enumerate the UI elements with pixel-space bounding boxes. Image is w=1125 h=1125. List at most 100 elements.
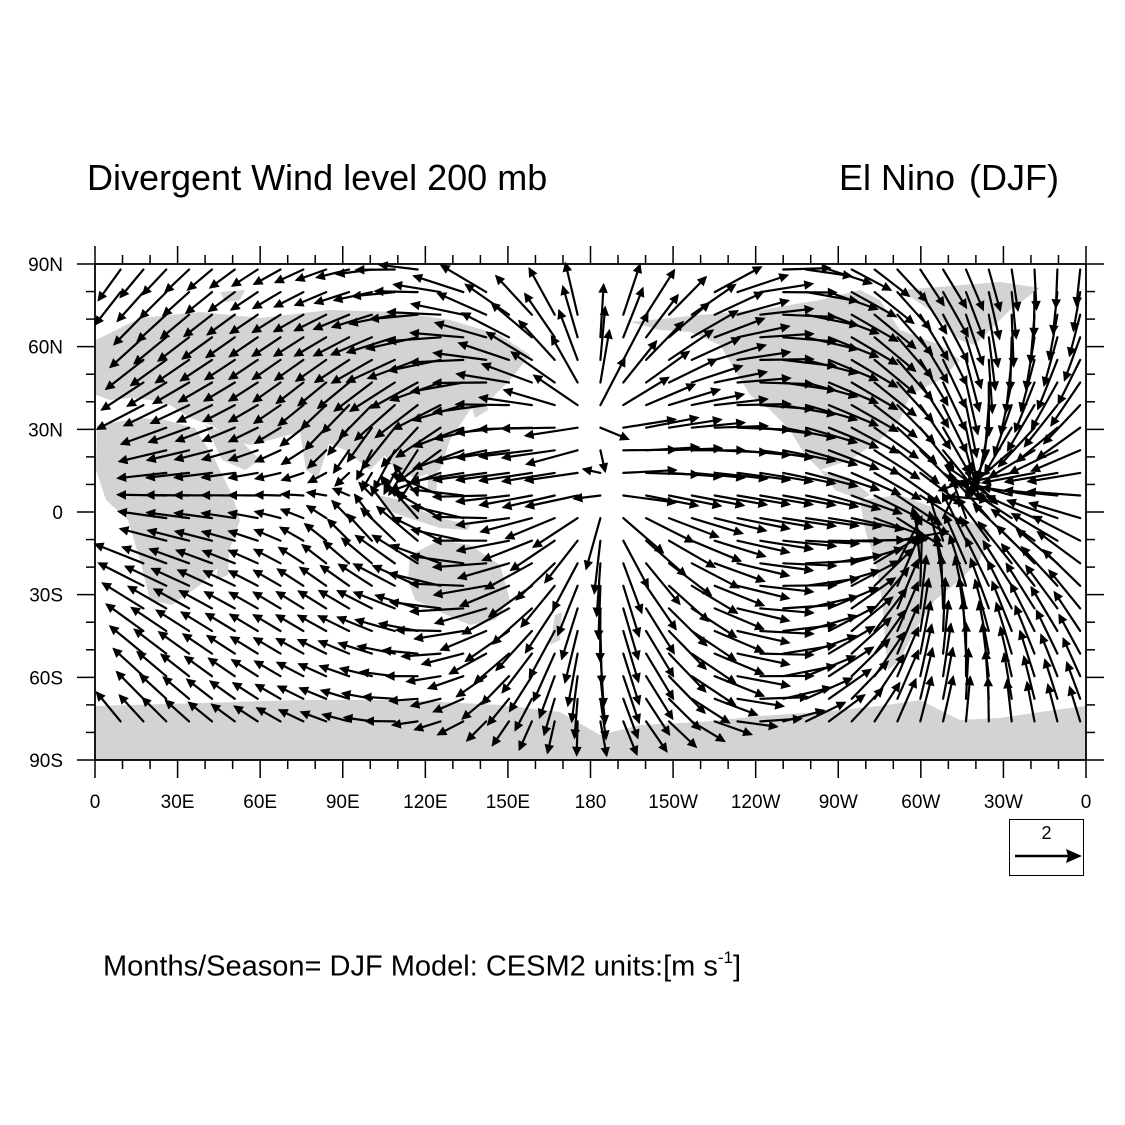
wind-vector	[252, 614, 282, 633]
wind-vector	[276, 685, 305, 700]
wind-vector	[941, 675, 957, 723]
wind-vector	[251, 336, 282, 358]
wind-vector	[926, 492, 945, 542]
wind-vector	[152, 588, 191, 610]
wind-vector	[228, 613, 259, 633]
wind-vector	[354, 265, 396, 275]
wind-vector	[274, 614, 305, 633]
wind-vector	[644, 293, 679, 339]
wind-vector	[297, 662, 328, 678]
wind-vector	[253, 508, 282, 520]
wind-vector	[202, 381, 236, 402]
wind-vector	[713, 369, 769, 384]
wind-vector	[329, 336, 373, 356]
wind-vector	[480, 362, 534, 384]
wind-vector	[759, 304, 815, 316]
wind-vector	[184, 291, 214, 315]
wind-vector	[1008, 449, 1059, 474]
wind-vector	[181, 336, 214, 360]
wind-vector	[97, 562, 145, 587]
wind-vector	[562, 261, 579, 316]
wind-vector	[313, 291, 351, 306]
wind-vector	[941, 358, 967, 410]
wind-vector	[941, 268, 968, 310]
wind-vector	[93, 542, 145, 565]
reference-vector-box: 2	[1009, 819, 1084, 876]
wind-vector	[559, 607, 579, 661]
wind-vector	[410, 526, 465, 542]
wind-vector	[827, 426, 880, 449]
wind-vector	[405, 675, 442, 686]
wind-vector	[204, 612, 236, 633]
wind-vector	[964, 404, 980, 459]
wind-vector	[177, 381, 214, 403]
wind-vector	[736, 675, 792, 690]
wind-vector	[340, 537, 373, 565]
wind-vector	[531, 516, 579, 548]
wind-vector	[356, 449, 373, 481]
wind-vector	[622, 263, 642, 316]
wind-vector	[850, 358, 899, 388]
wind-vector	[361, 692, 396, 703]
wind-vector	[667, 539, 717, 568]
wind-vector	[919, 675, 935, 723]
wind-vector	[116, 507, 168, 520]
wind-vector	[690, 310, 739, 339]
wind-vector	[782, 707, 826, 723]
wind-vector	[150, 567, 191, 587]
wind-vector	[409, 552, 465, 565]
wind-vector	[873, 268, 911, 298]
wind-vector	[253, 490, 282, 500]
wind-vector	[667, 416, 723, 429]
wind-vector	[293, 291, 328, 307]
wind-vector	[528, 266, 556, 316]
lon-tick-label: 150E	[486, 792, 530, 813]
wind-vector	[537, 675, 556, 719]
wind-vector	[201, 426, 236, 443]
wind-vector	[454, 399, 511, 410]
wind-vector	[667, 652, 707, 693]
wind-vector	[690, 391, 746, 407]
wind-vector	[368, 313, 419, 324]
wind-vector	[736, 298, 791, 316]
wind-vector	[251, 358, 282, 381]
wind-vector	[331, 487, 351, 497]
wind-vector	[713, 675, 766, 698]
wind-vector	[317, 639, 351, 655]
wind-vector	[448, 652, 488, 675]
wind-vector	[181, 633, 214, 655]
wind-vector	[690, 337, 742, 361]
wind-vector	[109, 336, 145, 369]
wind-vector	[1005, 498, 1059, 520]
wind-vector	[873, 566, 910, 610]
wind-vector	[312, 336, 351, 357]
wind-vector	[850, 291, 898, 318]
wind-vector	[433, 607, 488, 626]
wind-vector	[306, 471, 328, 484]
wind-vector	[227, 426, 259, 443]
wind-vector	[827, 668, 873, 700]
land-south-america	[860, 495, 990, 670]
wind-vector	[431, 561, 488, 572]
land-greenland	[900, 282, 1040, 345]
wind-vector	[690, 607, 738, 639]
wind-vector	[667, 387, 722, 407]
wind-vector	[293, 313, 328, 332]
wind-vector	[321, 711, 351, 723]
wind-vector	[544, 720, 556, 755]
wind-vector	[294, 358, 328, 383]
wind-vector	[690, 539, 743, 563]
wind-vector	[179, 611, 214, 633]
wind-vector	[129, 358, 168, 387]
wind-vector	[644, 675, 674, 721]
wind-vector	[202, 404, 236, 423]
wind-vector	[95, 404, 145, 430]
wind-vector	[941, 599, 953, 655]
wind-vector	[919, 336, 949, 384]
wind-vector	[713, 562, 766, 583]
wind-vector	[827, 358, 880, 382]
wind-vector	[850, 577, 897, 610]
wind-vector	[294, 268, 328, 282]
wind-vector	[454, 516, 511, 529]
wind-vector	[532, 652, 556, 703]
